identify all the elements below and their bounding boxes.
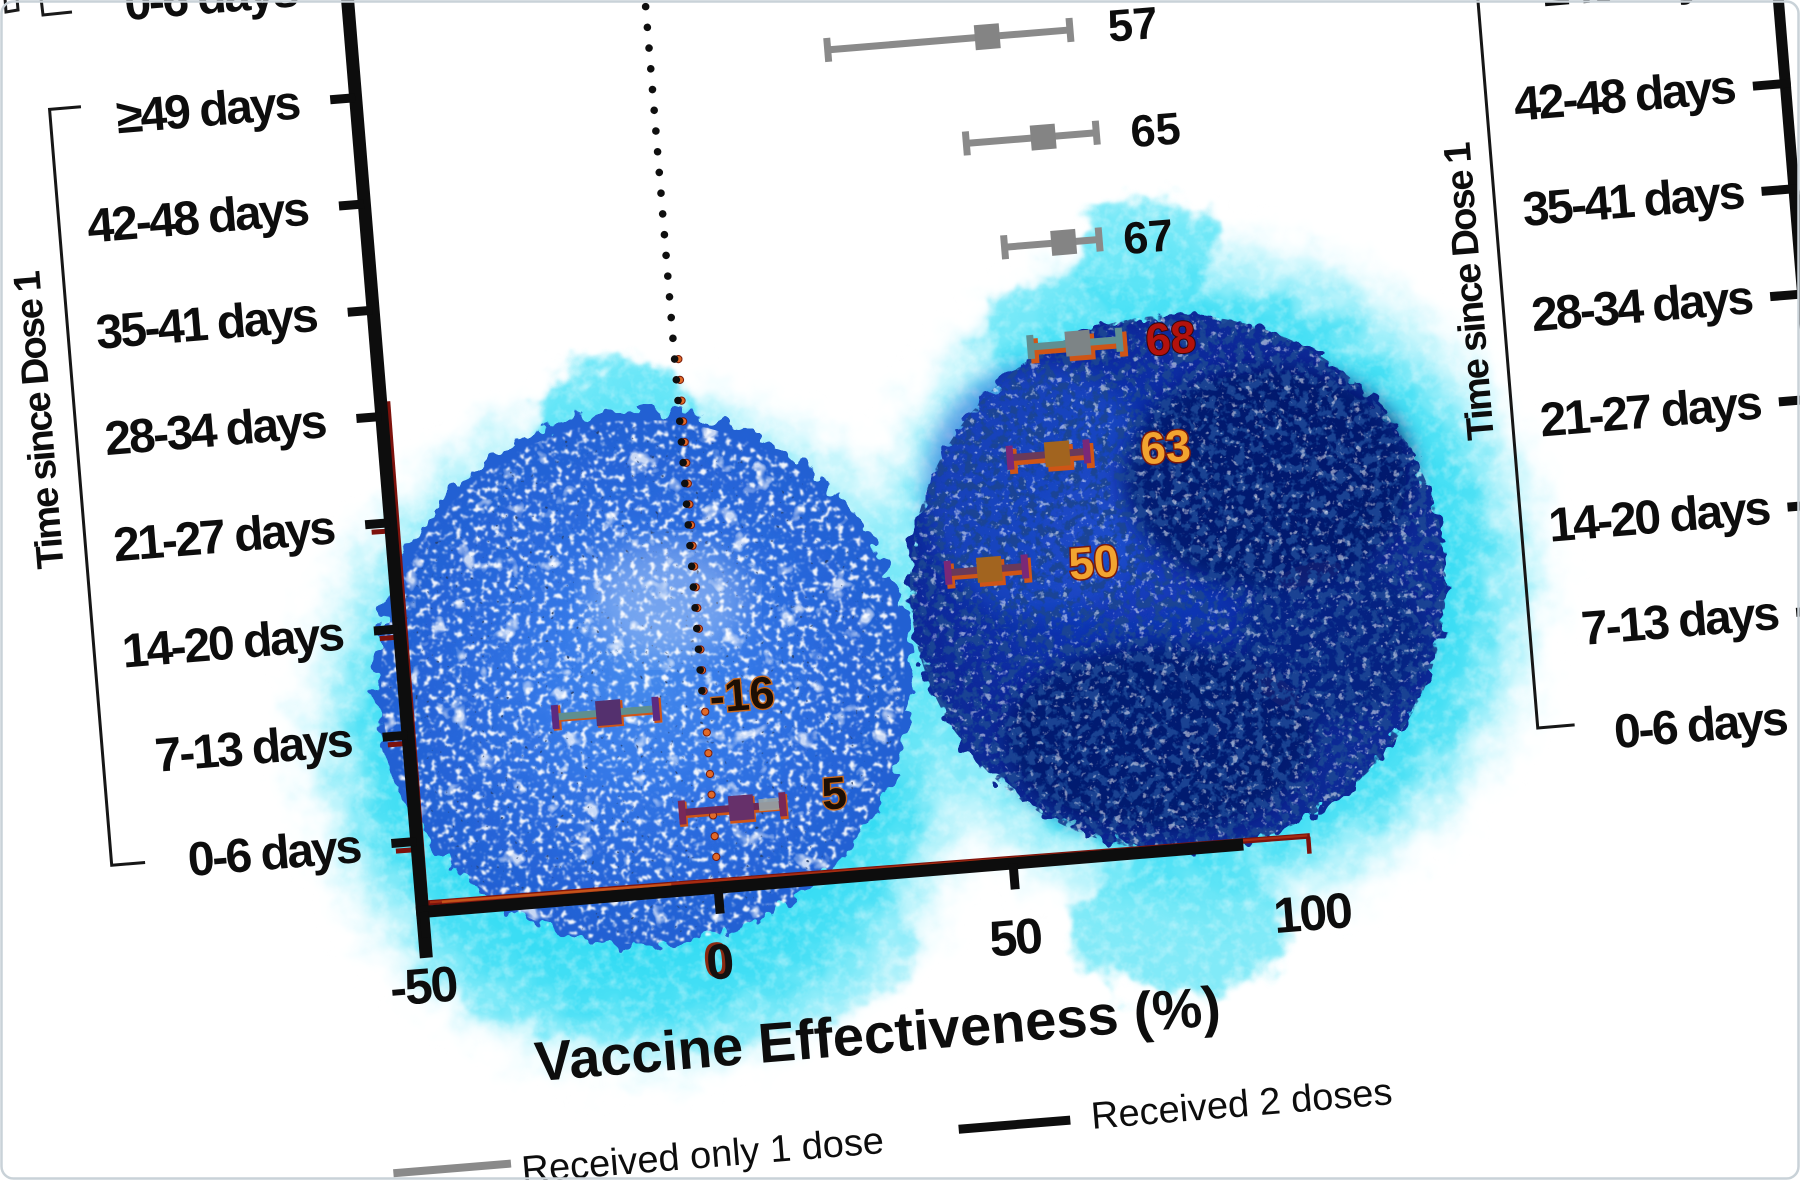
svg-text:5: 5	[820, 767, 849, 820]
svg-text:100: 100	[1271, 882, 1353, 944]
svg-text:0: 0	[701, 931, 732, 989]
svg-text:0: 0	[704, 933, 735, 991]
svg-text:63: 63	[1138, 420, 1192, 475]
svg-text:50: 50	[987, 907, 1043, 967]
svg-text:57: 57	[1106, 0, 1160, 52]
svg-text:67: 67	[1121, 209, 1175, 264]
svg-text:-50: -50	[388, 956, 459, 1017]
svg-text:65: 65	[1128, 102, 1182, 157]
svg-text:50: 50	[1067, 535, 1121, 590]
svg-text:68: 68	[1144, 311, 1198, 366]
svg-text:-16: -16	[707, 666, 776, 722]
